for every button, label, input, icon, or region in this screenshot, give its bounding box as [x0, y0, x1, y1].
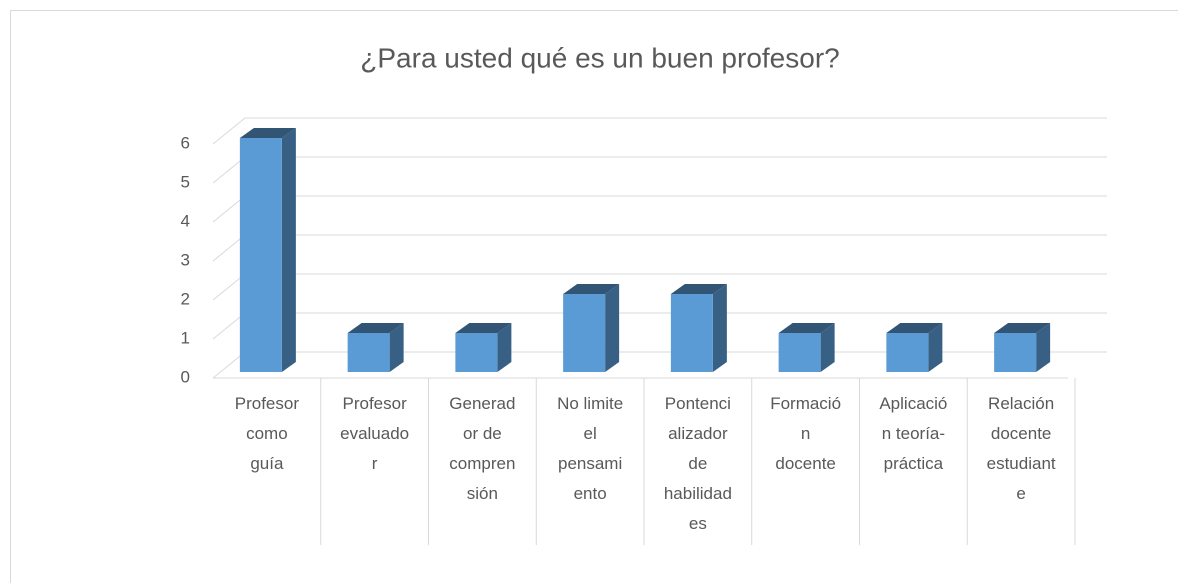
- bar-front: [455, 333, 498, 372]
- x-tick-label-line: es: [689, 514, 707, 533]
- bar-front: [239, 138, 282, 372]
- y-tick-label: 6: [181, 133, 190, 152]
- y-tick-label: 3: [181, 250, 190, 269]
- bar-side: [605, 284, 620, 372]
- bar: [239, 128, 296, 372]
- bar-side: [389, 323, 404, 372]
- bar-top: [778, 323, 835, 333]
- x-tick-label-line: habilidad: [664, 484, 732, 503]
- x-tick-label-line: Pontenci: [665, 394, 731, 413]
- chart-title: ¿Para usted qué es un buen profesor?: [360, 42, 839, 73]
- x-tick-label-line: docente: [991, 424, 1052, 443]
- x-tick-label-line: evaluado: [340, 424, 409, 443]
- x-tick-label-line: pensami: [558, 454, 622, 473]
- x-tick-label-line: n: [801, 424, 810, 443]
- bar-front: [563, 294, 606, 372]
- grid-line: [212, 117, 1107, 145]
- x-tick-label: No limite el pensami ento: [557, 394, 623, 503]
- y-tick-label: 1: [181, 328, 190, 347]
- bar-side: [497, 323, 512, 372]
- bar-front: [347, 333, 390, 372]
- bar: [670, 284, 727, 372]
- bar-top: [347, 323, 404, 333]
- bar-front: [778, 333, 821, 372]
- y-tick-label: 4: [181, 211, 190, 230]
- x-tick-label-line: No limite: [557, 394, 623, 413]
- x-tick-label-line: Profesor: [343, 394, 408, 413]
- y-tick-label: 2: [181, 289, 190, 308]
- bar-top: [886, 323, 943, 333]
- x-tick-label-line: Formació: [770, 394, 841, 413]
- bar-top: [670, 284, 727, 294]
- bar-side: [820, 323, 835, 372]
- x-tick-label-line: compren: [449, 454, 515, 473]
- x-tick-label-line: docente: [775, 454, 836, 473]
- bar-side: [1036, 323, 1051, 372]
- bar: [778, 323, 835, 372]
- x-tick-label-line: e: [1016, 484, 1025, 503]
- x-tick-label-line: Relación: [988, 394, 1054, 413]
- bar-top: [994, 323, 1051, 333]
- x-tick-label-line: como: [246, 424, 288, 443]
- bar: [455, 323, 512, 372]
- bar-top: [563, 284, 620, 294]
- x-tick-label-line: práctica: [884, 454, 944, 473]
- bar: [994, 323, 1051, 372]
- bar: [886, 323, 943, 372]
- bar-side: [712, 284, 727, 372]
- x-tick-label: Aplicació n teoría-práctica: [879, 394, 947, 473]
- bar: [563, 284, 620, 372]
- bar-side: [281, 128, 296, 372]
- x-tick-label-line: Profesor: [235, 394, 300, 413]
- bar-front: [670, 294, 713, 372]
- y-tick-label: 5: [181, 172, 190, 191]
- x-tick-label-line: n teoría-: [882, 424, 945, 443]
- x-tick-label-line: or de: [463, 424, 502, 443]
- x-tick-label: Profesor como guía: [235, 394, 300, 473]
- x-tick-label-line: ento: [574, 484, 607, 503]
- x-tick-label-line: r: [372, 454, 378, 473]
- x-tick-label: Formació n docente: [770, 394, 841, 473]
- bar: [347, 323, 404, 372]
- x-tick-label: Relación docente estudiant e: [987, 394, 1056, 503]
- x-tick-label-line: Aplicació: [879, 394, 947, 413]
- bar-front: [994, 333, 1037, 372]
- x-tick-label-line: sión: [467, 484, 498, 503]
- x-tick-label-line: de: [688, 454, 707, 473]
- bar-front: [886, 333, 929, 372]
- bar-top: [455, 323, 512, 333]
- bar-top: [239, 128, 296, 138]
- x-tick-label-line: estudiant: [987, 454, 1056, 473]
- x-tick-label: Profesor evaluado r: [340, 394, 409, 473]
- x-tick-label-line: guía: [250, 454, 284, 473]
- x-tick-label: Generad or de compren sión: [449, 394, 515, 503]
- x-tick-label-line: alizador: [668, 424, 728, 443]
- y-tick-label: 0: [181, 367, 190, 386]
- bar-side: [928, 323, 943, 372]
- x-tick-label-line: Generad: [449, 394, 515, 413]
- x-tick-label-line: el: [584, 424, 597, 443]
- x-tick-label: Pontenci alizador de habilidad es: [664, 394, 732, 533]
